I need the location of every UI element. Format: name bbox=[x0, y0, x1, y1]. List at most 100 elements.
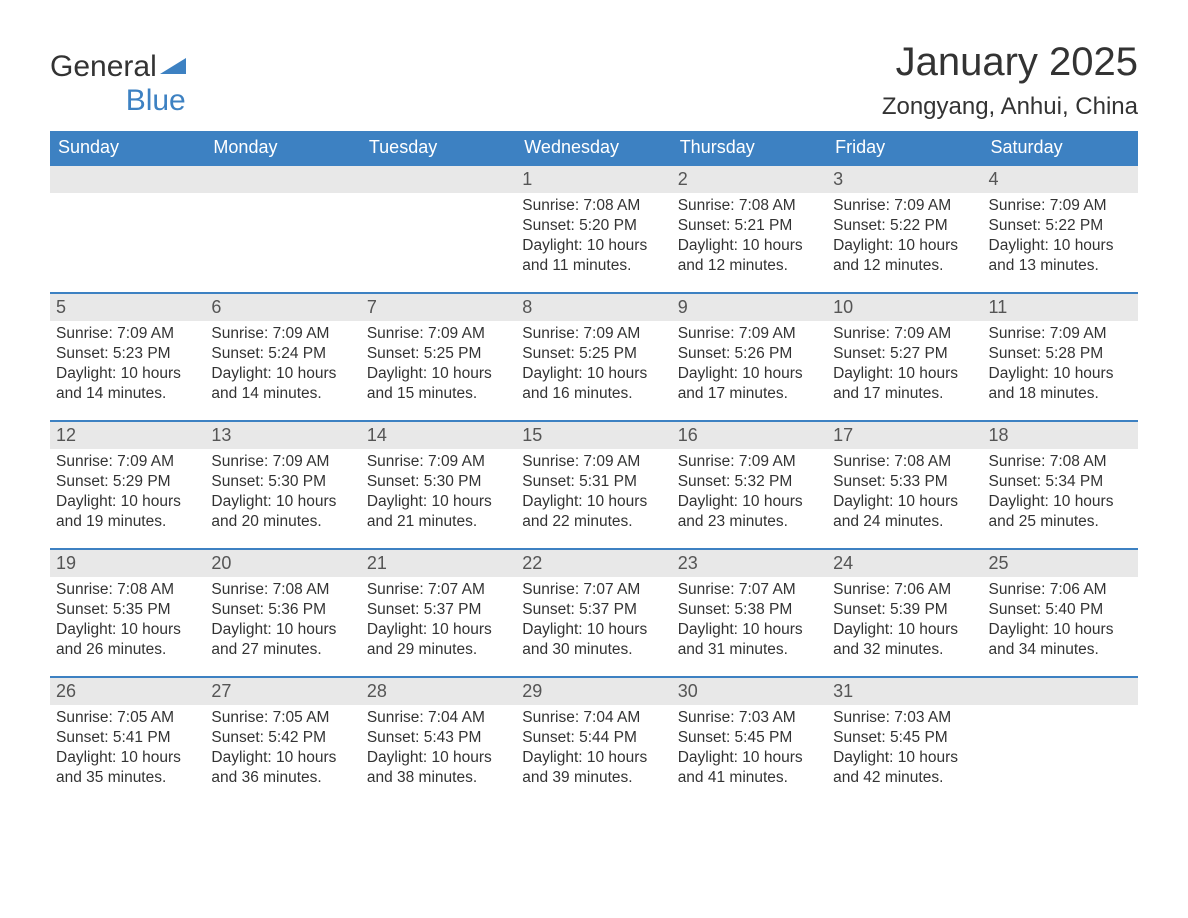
calendar-day-cell: 1Sunrise: 7:08 AMSunset: 5:20 PMDaylight… bbox=[516, 164, 671, 292]
day-content: Sunrise: 7:09 AMSunset: 5:22 PMDaylight:… bbox=[827, 193, 982, 283]
sunset-line: Sunset: 5:42 PM bbox=[211, 729, 326, 746]
sunrise-line: Sunrise: 7:09 AM bbox=[678, 325, 796, 342]
day-content: Sunrise: 7:08 AMSunset: 5:34 PMDaylight:… bbox=[983, 449, 1138, 539]
sunset-line: Sunset: 5:45 PM bbox=[833, 729, 948, 746]
day-number: 20 bbox=[205, 548, 360, 577]
daylight-line: Daylight: 10 hours and 16 minutes. bbox=[522, 365, 647, 402]
day-number: 7 bbox=[361, 292, 516, 321]
page: General Blue January 2025 Zongyang, Anhu… bbox=[0, 0, 1188, 815]
day-number: 25 bbox=[983, 548, 1138, 577]
sunrise-line: Sunrise: 7:09 AM bbox=[367, 325, 485, 342]
day-content: Sunrise: 7:09 AMSunset: 5:30 PMDaylight:… bbox=[205, 449, 360, 539]
sunrise-line: Sunrise: 7:09 AM bbox=[367, 453, 485, 470]
sunrise-line: Sunrise: 7:05 AM bbox=[211, 709, 329, 726]
daylight-line: Daylight: 10 hours and 25 minutes. bbox=[989, 493, 1114, 530]
day-content: Sunrise: 7:09 AMSunset: 5:22 PMDaylight:… bbox=[983, 193, 1138, 283]
calendar-week-row: 19Sunrise: 7:08 AMSunset: 5:35 PMDayligh… bbox=[50, 548, 1138, 676]
calendar-body: ...1Sunrise: 7:08 AMSunset: 5:20 PMDayli… bbox=[50, 164, 1138, 795]
calendar-day-cell: 9Sunrise: 7:09 AMSunset: 5:26 PMDaylight… bbox=[672, 292, 827, 420]
sunset-line: Sunset: 5:20 PM bbox=[522, 217, 637, 234]
daylight-line: Daylight: 10 hours and 31 minutes. bbox=[678, 621, 803, 658]
calendar-day-cell: 14Sunrise: 7:09 AMSunset: 5:30 PMDayligh… bbox=[361, 420, 516, 548]
day-content: Sunrise: 7:09 AMSunset: 5:25 PMDaylight:… bbox=[361, 321, 516, 411]
calendar-day-cell: 16Sunrise: 7:09 AMSunset: 5:32 PMDayligh… bbox=[672, 420, 827, 548]
sunrise-line: Sunrise: 7:09 AM bbox=[989, 197, 1107, 214]
calendar-week-row: ...1Sunrise: 7:08 AMSunset: 5:20 PMDayli… bbox=[50, 164, 1138, 292]
day-content: Sunrise: 7:06 AMSunset: 5:39 PMDaylight:… bbox=[827, 577, 982, 667]
sunset-line: Sunset: 5:28 PM bbox=[989, 345, 1104, 362]
daylight-line: Daylight: 10 hours and 15 minutes. bbox=[367, 365, 492, 402]
day-content: Sunrise: 7:09 AMSunset: 5:30 PMDaylight:… bbox=[361, 449, 516, 539]
brand-part1: General bbox=[50, 50, 157, 83]
daylight-line: Daylight: 10 hours and 17 minutes. bbox=[833, 365, 958, 402]
header: General Blue January 2025 Zongyang, Anhu… bbox=[50, 40, 1138, 121]
sunset-line: Sunset: 5:29 PM bbox=[56, 473, 171, 490]
day-number: 4 bbox=[983, 164, 1138, 193]
sunrise-line: Sunrise: 7:09 AM bbox=[522, 325, 640, 342]
day-number: 18 bbox=[983, 420, 1138, 449]
day-content: Sunrise: 7:09 AMSunset: 5:23 PMDaylight:… bbox=[50, 321, 205, 411]
daylight-line: Daylight: 10 hours and 20 minutes. bbox=[211, 493, 336, 530]
sunrise-line: Sunrise: 7:09 AM bbox=[522, 453, 640, 470]
daylight-line: Daylight: 10 hours and 21 minutes. bbox=[367, 493, 492, 530]
flag-icon bbox=[160, 63, 186, 80]
sunset-line: Sunset: 5:22 PM bbox=[833, 217, 948, 234]
day-content: Sunrise: 7:09 AMSunset: 5:32 PMDaylight:… bbox=[672, 449, 827, 539]
daylight-line: Daylight: 10 hours and 24 minutes. bbox=[833, 493, 958, 530]
day-content: Sunrise: 7:08 AM Sunset: 5:20 PM Daylight:… bbox=[516, 193, 671, 283]
calendar-day-cell: 26Sunrise: 7:05 AMSunset: 5:41 PMDayligh… bbox=[50, 676, 205, 795]
calendar-day-cell: 15Sunrise: 7:09 AMSunset: 5:31 PMDayligh… bbox=[516, 420, 671, 548]
daylight-line: Daylight: 10 hours and 11 minutes. bbox=[522, 237, 647, 274]
sunrise-line: Sunrise: 7:09 AM bbox=[56, 325, 174, 342]
calendar-day-cell: 10Sunrise: 7:09 AMSunset: 5:27 PMDayligh… bbox=[827, 292, 982, 420]
day-number: 3 bbox=[827, 164, 982, 193]
sunrise-line: Sunrise: 7:09 AM bbox=[211, 325, 329, 342]
day-content: Sunrise: 7:07 AMSunset: 5:38 PMDaylight:… bbox=[672, 577, 827, 667]
sunrise-line: Sunrise: 7:08 AM bbox=[678, 197, 796, 214]
location-label: Zongyang, Anhui, China bbox=[882, 93, 1138, 121]
calendar-day-cell: 13Sunrise: 7:09 AMSunset: 5:30 PMDayligh… bbox=[205, 420, 360, 548]
day-content: Sunrise: 7:09 AMSunset: 5:26 PMDaylight:… bbox=[672, 321, 827, 411]
day-number: . bbox=[983, 676, 1138, 705]
weekday-header: Friday bbox=[827, 131, 982, 164]
sunrise-line: Sunrise: 7:07 AM bbox=[678, 581, 796, 598]
calendar-day-cell: 29Sunrise: 7:04 AMSunset: 5:44 PMDayligh… bbox=[516, 676, 671, 795]
calendar-day-cell: 25Sunrise: 7:06 AMSunset: 5:40 PMDayligh… bbox=[983, 548, 1138, 676]
calendar-day-cell: 28Sunrise: 7:04 AMSunset: 5:43 PMDayligh… bbox=[361, 676, 516, 795]
sunset-line: Sunset: 5:32 PM bbox=[678, 473, 793, 490]
sunrise-line: Sunrise: 7:06 AM bbox=[833, 581, 951, 598]
day-number: 12 bbox=[50, 420, 205, 449]
day-number: 26 bbox=[50, 676, 205, 705]
daylight-line: Daylight: 10 hours and 12 minutes. bbox=[678, 237, 803, 274]
sunrise-line: Sunrise: 7:09 AM bbox=[989, 325, 1107, 342]
day-content: Sunrise: 7:06 AMSunset: 5:40 PMDaylight:… bbox=[983, 577, 1138, 667]
calendar-day-cell: 30Sunrise: 7:03 AMSunset: 5:45 PMDayligh… bbox=[672, 676, 827, 795]
weekday-header: Thursday bbox=[672, 131, 827, 164]
weekday-header: Monday bbox=[205, 131, 360, 164]
daylight-line: Daylight: 10 hours and 30 minutes. bbox=[522, 621, 647, 658]
sunrise-line: Sunrise: 7:07 AM bbox=[522, 581, 640, 598]
sunset-line: Sunset: 5:30 PM bbox=[211, 473, 326, 490]
calendar-day-cell: 11Sunrise: 7:09 AMSunset: 5:28 PMDayligh… bbox=[983, 292, 1138, 420]
calendar-day-cell: 21Sunrise: 7:07 AMSunset: 5:37 PMDayligh… bbox=[361, 548, 516, 676]
sunrise-line: Sunrise: 7:03 AM bbox=[678, 709, 796, 726]
sunset-line: Sunset: 5:27 PM bbox=[833, 345, 948, 362]
day-content: Sunrise: 7:08 AMSunset: 5:36 PMDaylight:… bbox=[205, 577, 360, 667]
daylight-line: Daylight: 10 hours and 36 minutes. bbox=[211, 749, 336, 786]
day-content: Sunrise: 7:09 AMSunset: 5:29 PMDaylight:… bbox=[50, 449, 205, 539]
sunrise-line: Sunrise: 7:08 AM bbox=[989, 453, 1107, 470]
calendar-day-cell: 19Sunrise: 7:08 AMSunset: 5:35 PMDayligh… bbox=[50, 548, 205, 676]
daylight-line: Daylight: 10 hours and 17 minutes. bbox=[678, 365, 803, 402]
daylight-line: Daylight: 10 hours and 39 minutes. bbox=[522, 749, 647, 786]
sunset-line: Sunset: 5:44 PM bbox=[522, 729, 637, 746]
sunrise-line: Sunrise: 7:08 AM bbox=[522, 197, 640, 214]
day-content: Sunrise: 7:03 AMSunset: 5:45 PMDaylight:… bbox=[672, 705, 827, 795]
calendar-day-cell: . bbox=[205, 164, 360, 292]
calendar-day-cell: . bbox=[50, 164, 205, 292]
sunset-line: Sunset: 5:31 PM bbox=[522, 473, 637, 490]
day-content: Sunrise: 7:08 AMSunset: 5:33 PMDaylight:… bbox=[827, 449, 982, 539]
day-content: Sunrise: 7:07 AMSunset: 5:37 PMDaylight:… bbox=[361, 577, 516, 667]
brand-logo: General Blue bbox=[50, 40, 186, 118]
weekday-header: Saturday bbox=[983, 131, 1138, 164]
day-content: Sunrise: 7:09 AMSunset: 5:27 PMDaylight:… bbox=[827, 321, 982, 411]
